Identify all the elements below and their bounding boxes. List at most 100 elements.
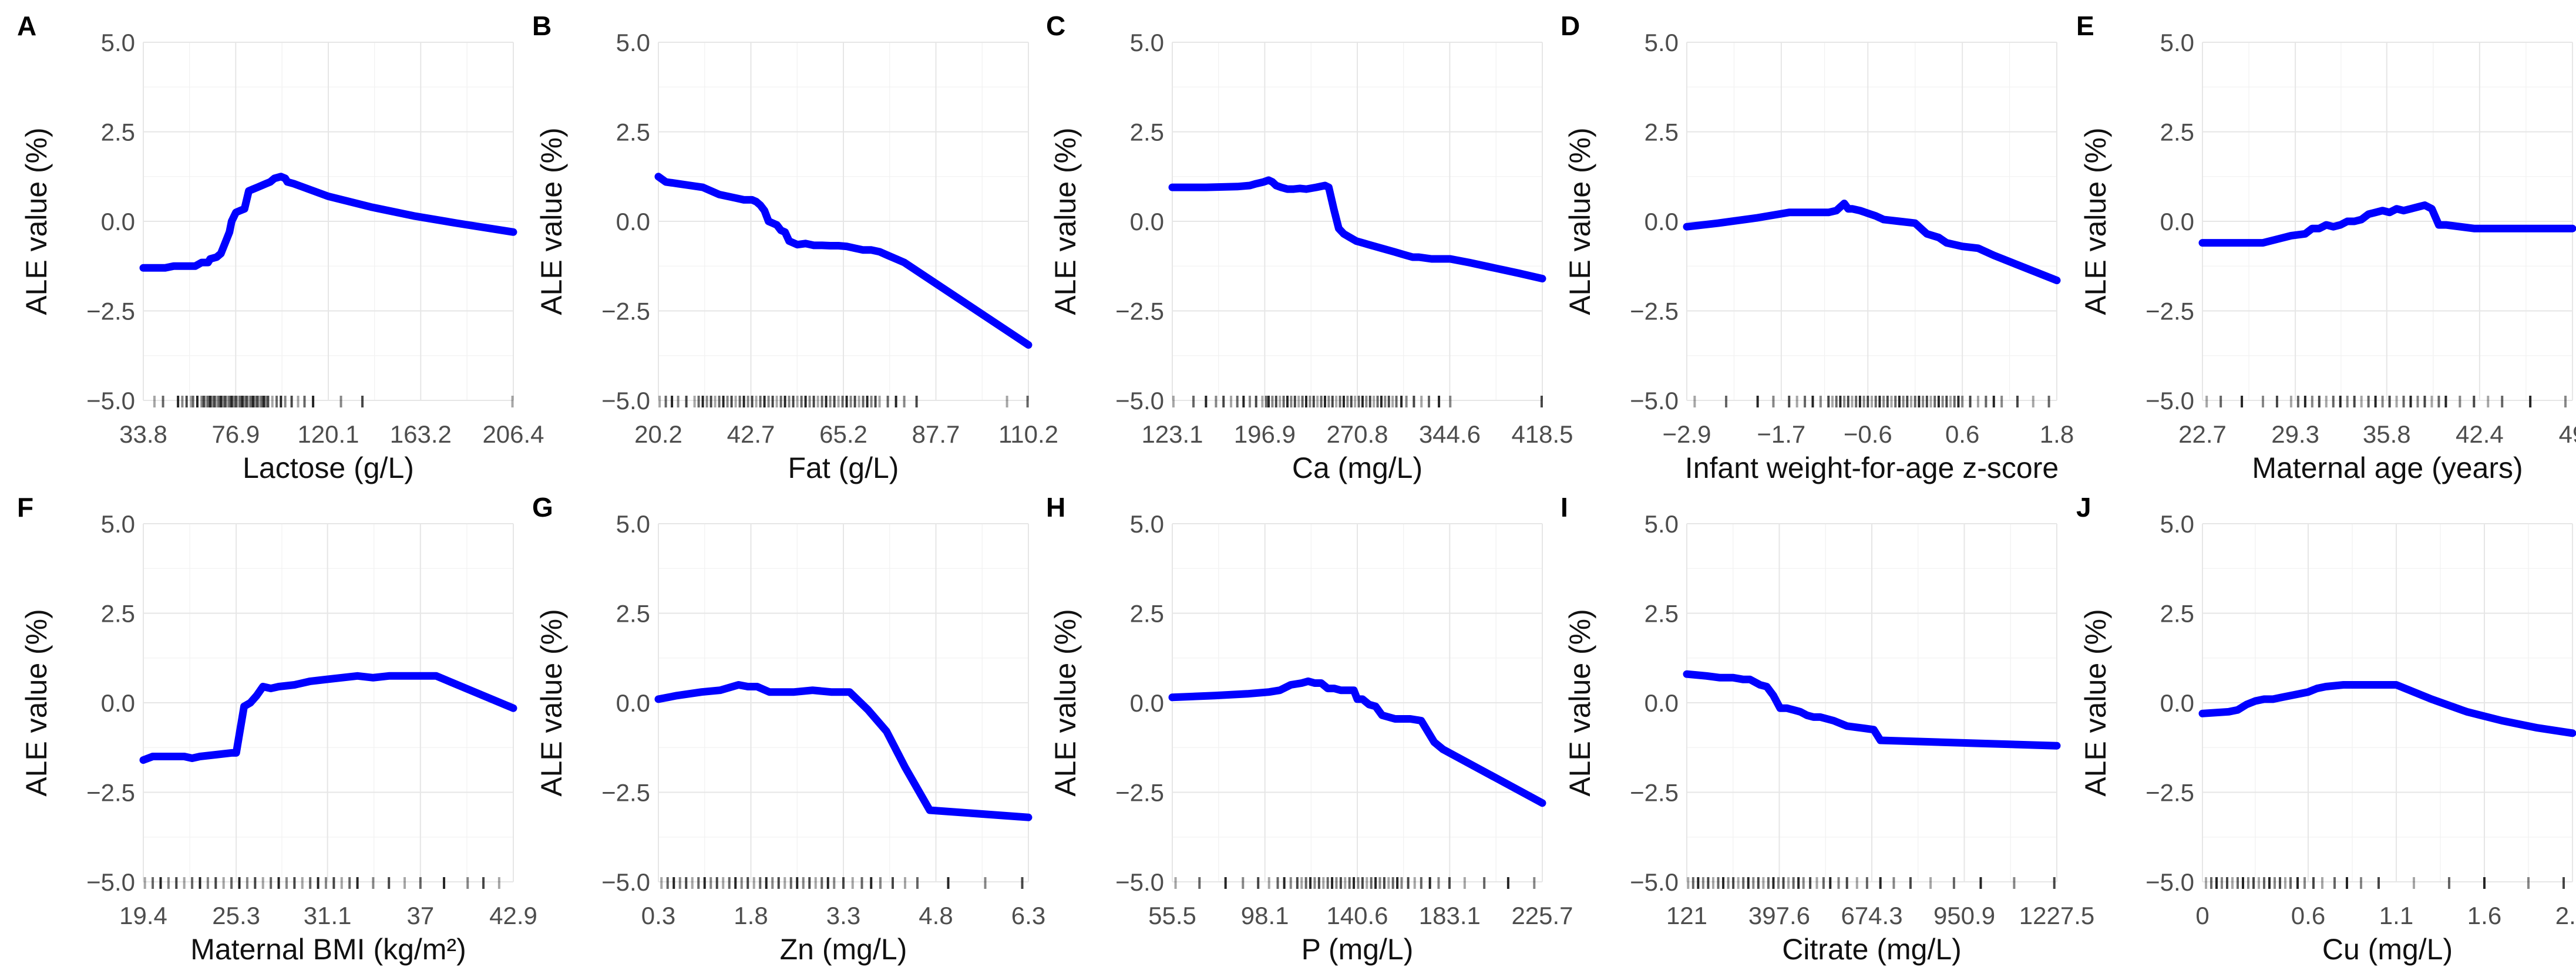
panel-d: −5.0 −2.5 0.0 2.5 5.0 −2.9 −1.7 −0.6 0.6 1.8 Infan…	[1561, 11, 2074, 484]
x-tick-label: 2.1	[2555, 902, 2576, 929]
ale-series-line	[1683, 200, 2061, 285]
x-tick-label: 19.4	[119, 902, 167, 929]
panel-e: −5.0 −2.5 0.0 2.5 5.0 22.7 29.3 35.8 42.4 49 Mater…	[2076, 11, 2576, 484]
y-tick-label: 5.0	[101, 29, 135, 56]
x-tick-label: 4.8	[919, 902, 953, 929]
y-axis-title: ALE value (%)	[20, 127, 53, 315]
y-tick-label: 2.5	[1130, 600, 1164, 628]
x-tick-label: 37	[406, 902, 434, 929]
x-tick-label: 674.3	[1841, 902, 1902, 929]
x-tick-label: 22.7	[2178, 420, 2227, 448]
x-tick-label: 1.6	[2467, 902, 2501, 929]
y-tick-label: −5.0	[1630, 387, 1679, 414]
y-axis-title: ALE value (%)	[1563, 127, 1596, 315]
x-tick-label: 1.8	[734, 902, 768, 929]
x-tick-label: 49	[2559, 420, 2576, 448]
y-tick-label: 0.0	[1645, 689, 1679, 717]
x-axis-title: Ca (mg/L)	[1292, 451, 1422, 484]
panel-i: −5.0 −2.5 0.0 2.5 5.0 121 397.6 674.3 950.9 1227.…	[1561, 492, 2094, 966]
y-tick-label: −5.0	[86, 868, 135, 896]
y-tick-label: 5.0	[1645, 29, 1679, 56]
x-tick-label: 206.4	[482, 420, 544, 448]
y-tick-label: 0.0	[2160, 689, 2194, 717]
y-tick-label: 2.5	[101, 600, 135, 628]
x-tick-label: 163.2	[390, 420, 452, 448]
x-tick-label: 110.2	[998, 420, 1058, 448]
y-tick-label: 5.0	[2160, 510, 2194, 538]
x-tick-label: 120.1	[297, 420, 359, 448]
y-axis-title: ALE value (%)	[1563, 609, 1596, 797]
x-axis-title: Lactose (g/L)	[243, 451, 414, 484]
y-tick-label: 5.0	[1130, 29, 1164, 56]
x-axis-title: Maternal age (years)	[2252, 451, 2523, 484]
y-tick-label: −2.5	[601, 298, 650, 325]
y-tick-label: −2.5	[601, 779, 650, 807]
panel-b: −5.0 −2.5 0.0 2.5 5.0 20.2 42.7 65.2 87.7 110.2 Fa…	[532, 11, 1058, 484]
ale-series-line	[654, 173, 1033, 349]
y-tick-label: −5.0	[2145, 387, 2194, 414]
x-tick-label: 33.8	[119, 420, 167, 448]
panel-letter: J	[2076, 492, 2091, 523]
x-tick-label: 35.8	[2363, 420, 2411, 448]
y-tick-label: −2.5	[86, 779, 135, 807]
y-tick-label: −5.0	[601, 868, 650, 896]
panel-j: −5.0 −2.5 0.0 2.5 5.0 0 0.6 1.1 1.6 2.1 Cu (mg/L) A…	[2076, 492, 2576, 966]
y-axis-title: ALE value (%)	[20, 609, 53, 797]
x-tick-label: 1.8	[2040, 420, 2074, 448]
x-tick-label: 42.7	[727, 420, 775, 448]
x-tick-label: 0.6	[2291, 902, 2325, 929]
x-tick-label: 344.6	[1419, 420, 1481, 448]
y-axis-title: ALE value (%)	[1049, 609, 1082, 797]
y-tick-label: 2.5	[101, 119, 135, 146]
panel-letter: E	[2076, 11, 2094, 41]
y-tick-label: −5.0	[1115, 868, 1164, 896]
y-tick-label: 0.0	[1130, 689, 1164, 717]
ale-series-line	[1168, 677, 1546, 807]
x-axis-title: Citrate (mg/L)	[1782, 933, 1962, 966]
y-axis-title: ALE value (%)	[1049, 127, 1082, 315]
x-tick-label: 76.9	[211, 420, 260, 448]
y-tick-label: 2.5	[616, 600, 650, 628]
y-tick-label: 0.0	[101, 689, 135, 717]
y-tick-label: −2.5	[2145, 298, 2194, 325]
x-tick-label: 397.6	[1748, 902, 1810, 929]
y-tick-label: −5.0	[601, 387, 650, 414]
ale-series-line	[1168, 176, 1546, 283]
y-tick-label: −2.5	[1630, 298, 1679, 325]
panel-letter: I	[1561, 492, 1568, 523]
x-tick-label: 225.7	[1511, 902, 1573, 929]
x-axis-title: Fat (g/L)	[788, 451, 899, 484]
y-tick-label: 0.0	[2160, 208, 2194, 235]
y-tick-label: 2.5	[1645, 600, 1679, 628]
panel-letter: H	[1046, 492, 1065, 523]
y-tick-label: −2.5	[1630, 779, 1679, 807]
x-tick-label: 0.3	[641, 902, 675, 929]
x-axis-title: Infant weight-for-age z-score	[1685, 451, 2059, 484]
x-tick-label: 6.3	[1011, 902, 1045, 929]
x-tick-label: 183.1	[1419, 902, 1481, 929]
x-tick-label: 20.2	[634, 420, 682, 448]
y-tick-label: 2.5	[2160, 119, 2194, 146]
x-axis-title: P (mg/L)	[1302, 933, 1414, 966]
ale-series-line	[2198, 681, 2576, 737]
x-tick-label: 140.6	[1326, 902, 1388, 929]
x-tick-label: 123.1	[1141, 420, 1203, 448]
y-tick-label: −2.5	[1115, 298, 1164, 325]
x-tick-label: 0	[2195, 902, 2209, 929]
x-tick-label: −0.6	[1844, 420, 1892, 448]
panel-letter: B	[532, 11, 551, 41]
x-tick-label: 87.7	[912, 420, 960, 448]
x-axis-title: Cu (mg/L)	[2322, 933, 2453, 966]
ale-series-line	[654, 681, 1033, 821]
panel-letter: A	[17, 11, 36, 41]
x-tick-label: 3.3	[826, 902, 860, 929]
x-axis-title: Maternal BMI (kg/m²)	[190, 933, 466, 966]
x-tick-label: 1.1	[2379, 902, 2413, 929]
x-tick-label: 42.9	[489, 902, 537, 929]
ale-series-line	[1683, 670, 2061, 750]
y-tick-label: 0.0	[616, 689, 650, 717]
y-tick-label: −2.5	[1115, 779, 1164, 807]
x-tick-label: 42.4	[2456, 420, 2504, 448]
y-tick-label: 5.0	[101, 510, 135, 538]
